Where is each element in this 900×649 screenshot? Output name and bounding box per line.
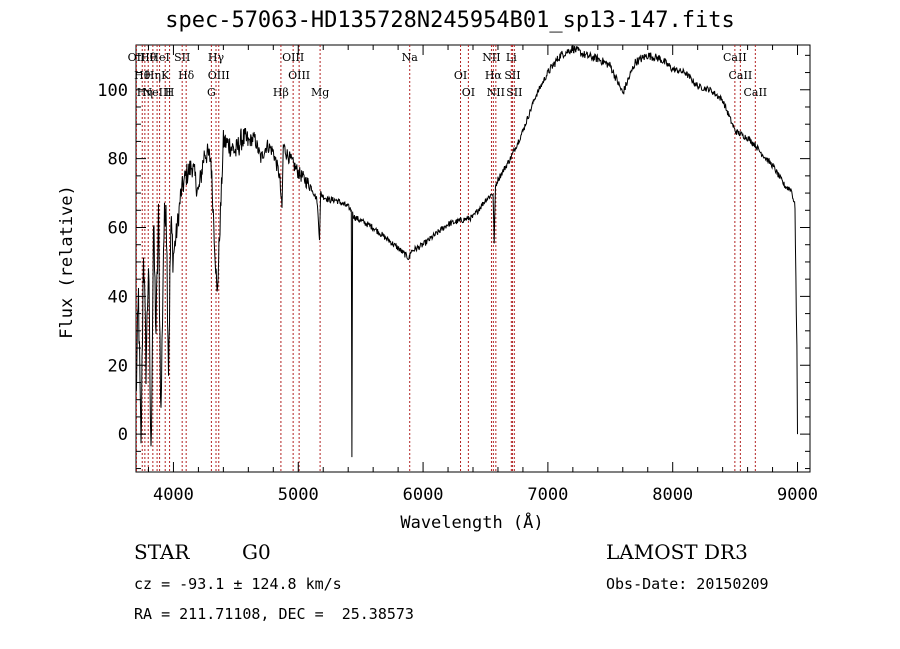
x-tick-label: 4000 xyxy=(153,485,194,505)
axis-ticks: 4000 5000 6000 7000 8000 9000 0 20 40 60 80 100 xyxy=(97,45,818,505)
line-label: Na xyxy=(402,51,419,64)
object-subclass: G0 xyxy=(242,540,271,564)
flux-series-line xyxy=(135,45,798,458)
x-tick-label: 7000 xyxy=(527,485,568,505)
x-tick-label: 9000 xyxy=(777,485,818,505)
line-label: OI xyxy=(462,86,475,99)
survey-name: LAMOST DR3 xyxy=(606,540,748,564)
object-class: STAR xyxy=(134,540,190,564)
y-tick-label: 0 xyxy=(118,425,128,445)
line-label: CaII xyxy=(723,51,747,64)
line-label: OIII xyxy=(282,51,304,64)
line-label: NII xyxy=(487,86,505,99)
x-tick-label: 6000 xyxy=(403,485,444,505)
y-axis-label: Flux (relative) xyxy=(57,185,77,339)
line-label: SII xyxy=(506,86,522,99)
line-label: OIII xyxy=(208,69,230,82)
y-tick-label: 80 xyxy=(108,150,128,170)
line-label: Hα xyxy=(485,69,503,82)
line-label: OII xyxy=(128,51,146,64)
line-label: SII xyxy=(504,69,520,82)
chart-title: spec-57063-HD135728N245954B01_sp13-147.f… xyxy=(165,8,735,33)
line-label: Hθ xyxy=(140,51,157,64)
x-tick-label: 5000 xyxy=(278,485,319,505)
line-label: Hη xyxy=(145,69,161,82)
observation-date: Obs-Date: 20150209 xyxy=(606,575,769,593)
line-label: Hη xyxy=(137,86,153,99)
x-axis-label: Wavelength (Å) xyxy=(400,511,543,533)
line-label: H xyxy=(165,86,175,99)
y-tick-label: 40 xyxy=(108,287,128,307)
line-label: SII xyxy=(174,51,190,64)
y-tick-label: 20 xyxy=(108,356,128,376)
line-label: Mg xyxy=(311,86,329,99)
line-label: G xyxy=(207,86,216,99)
line-label: Hβ xyxy=(273,86,289,99)
line-label: CaII xyxy=(743,86,767,99)
x-tick-label: 8000 xyxy=(652,485,693,505)
line-label: Hγ xyxy=(208,51,225,64)
line-label: NII xyxy=(482,51,500,64)
spectral-line-markers xyxy=(135,45,756,472)
y-tick-label: 60 xyxy=(108,219,128,239)
line-label: K xyxy=(161,69,170,82)
line-label: HeI xyxy=(149,51,169,64)
y-tick-label: 100 xyxy=(97,81,128,101)
line-label: NeIII xyxy=(143,86,172,99)
line-label: OI xyxy=(454,69,467,82)
line-label: Hδ xyxy=(178,69,195,82)
redshift-velocity: cz = -93.1 ± 124.8 km/s xyxy=(134,575,342,593)
plot-frame xyxy=(135,44,811,473)
line-label: Li xyxy=(506,51,517,64)
coordinates: RA = 211.71108, DEC = 25.38573 xyxy=(134,605,414,623)
line-label: OIII xyxy=(288,69,310,82)
line-label: CaII xyxy=(729,69,753,82)
spectral-line-labels: OIIHθHηHθHηNeIIIHeIKHSIIHδGHγOIIIHβOIIIO… xyxy=(128,51,768,99)
